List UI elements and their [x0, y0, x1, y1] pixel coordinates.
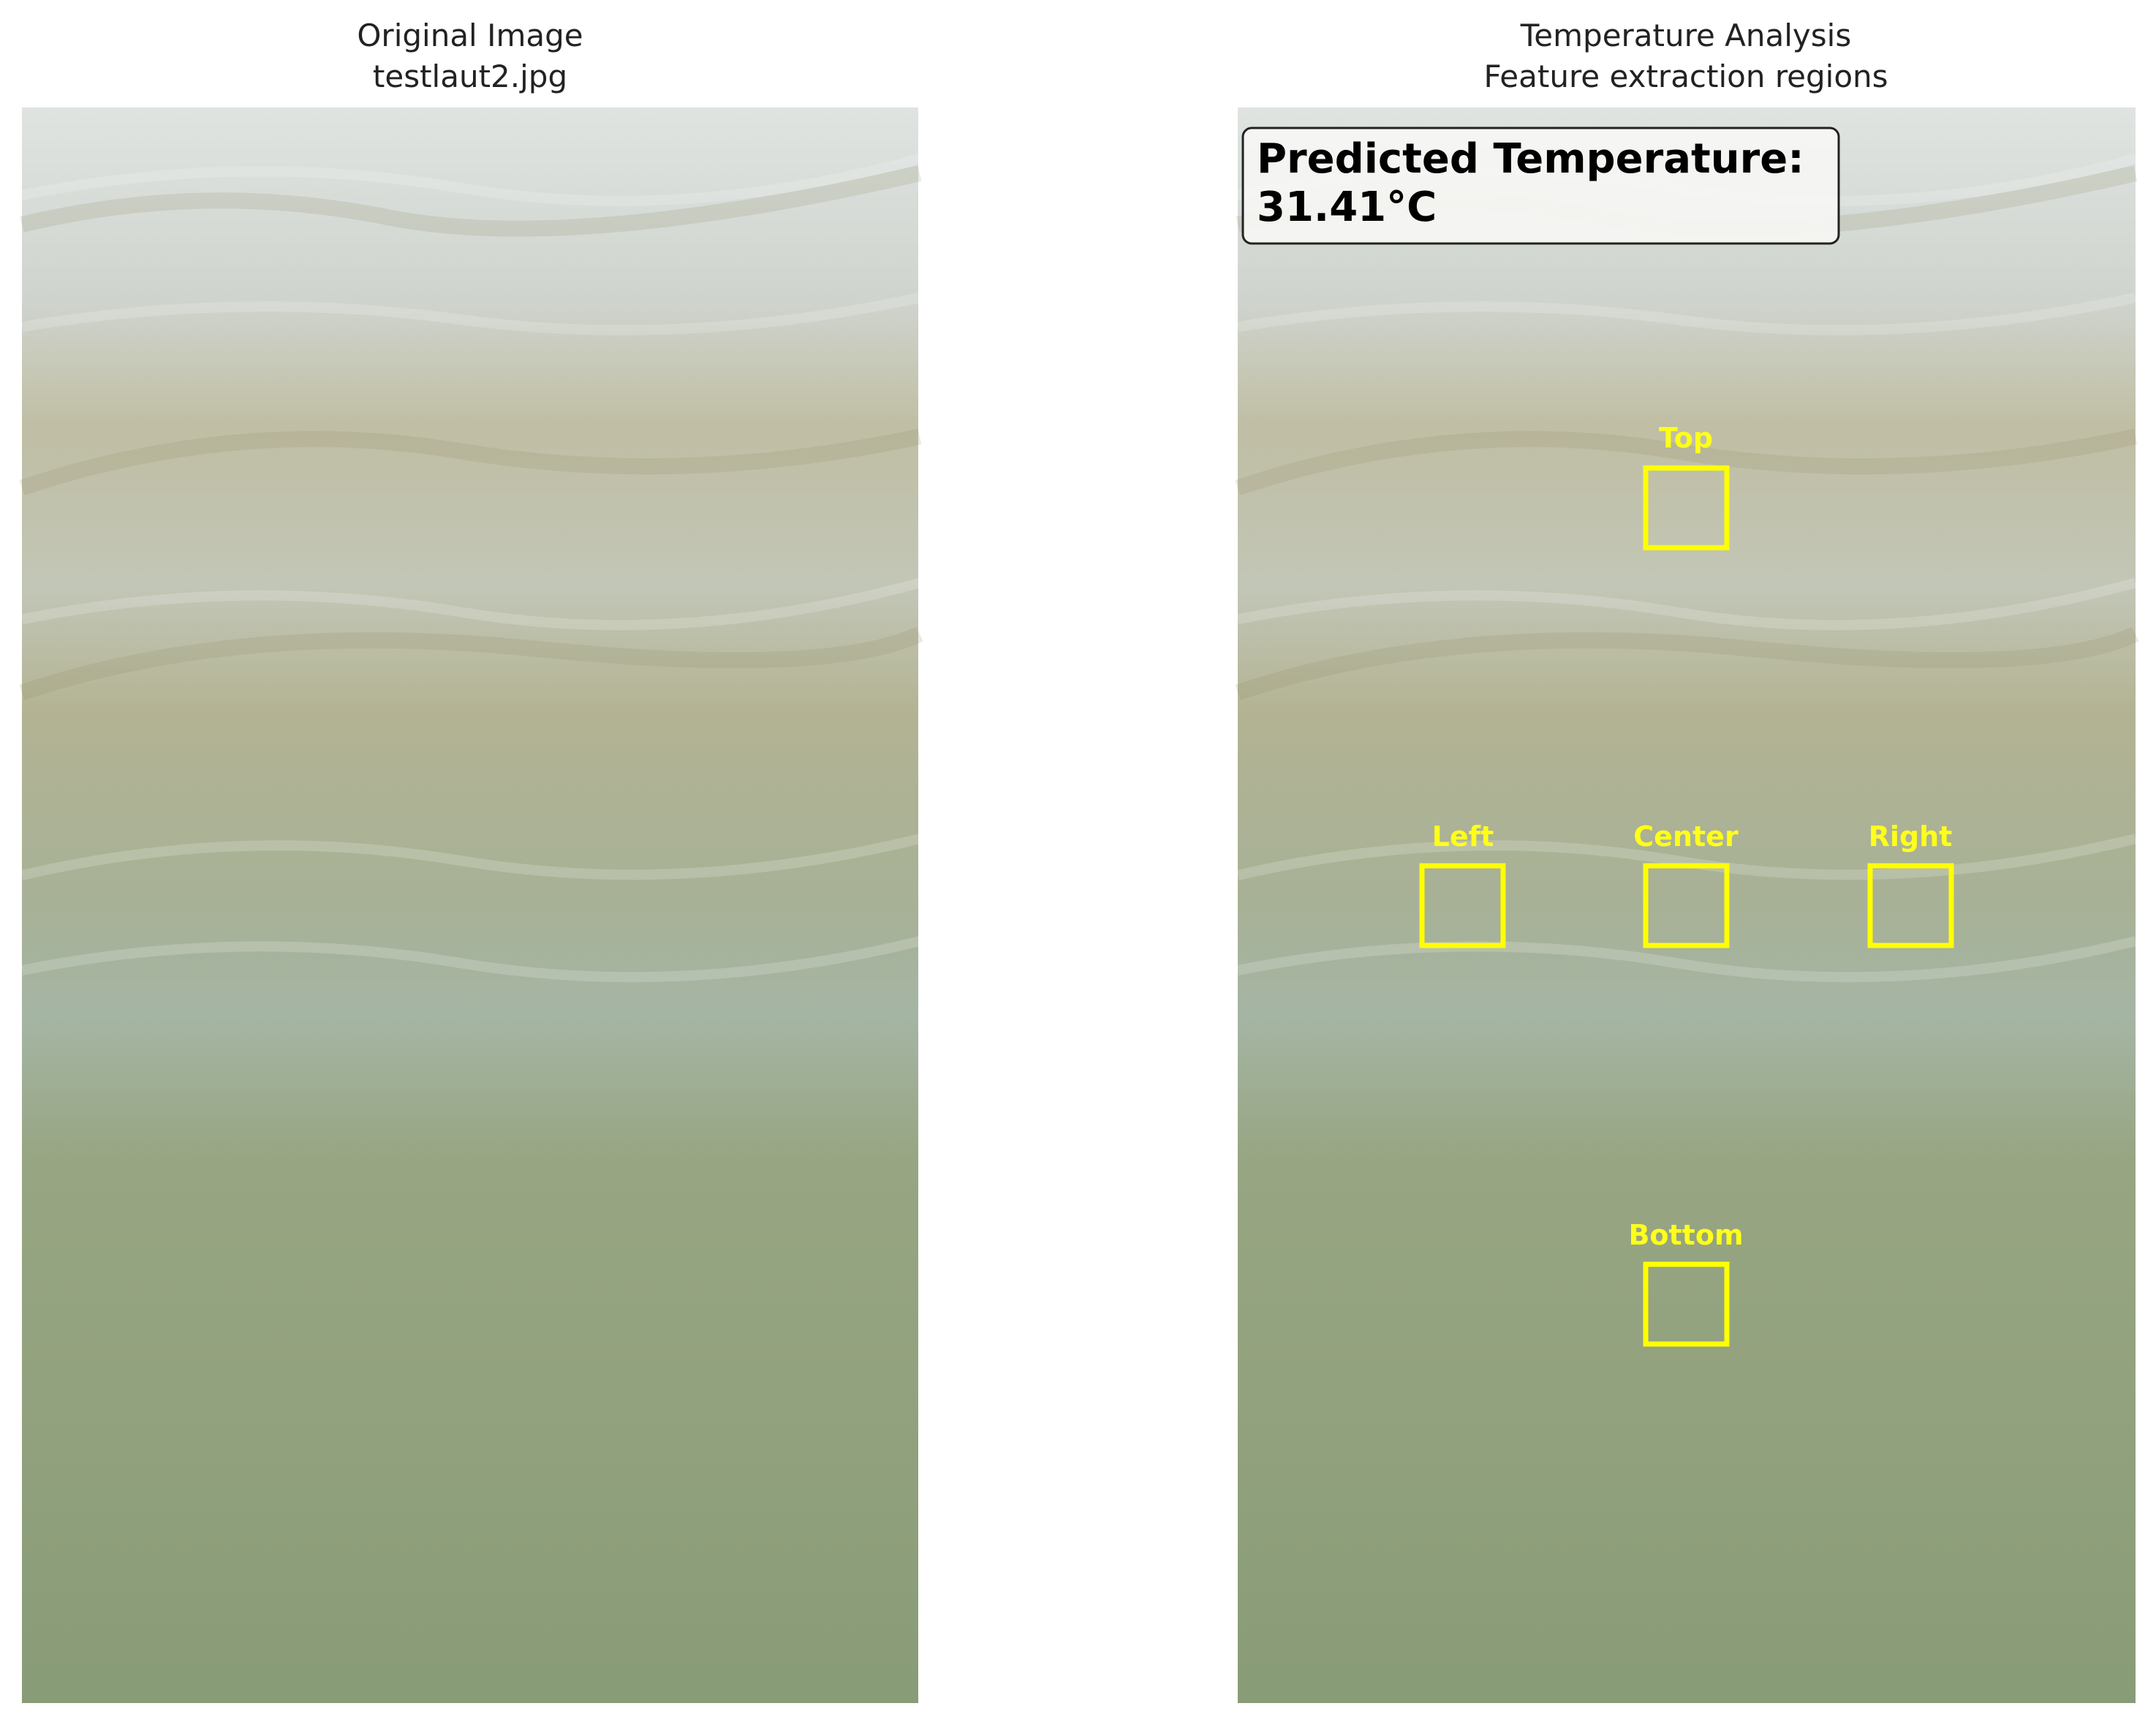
region-label: Left: [1432, 820, 1494, 853]
prediction-box: [1241, 127, 1840, 245]
panel-subtitle: Feature extraction regions: [1483, 58, 1888, 94]
prediction-value: 31.41°C: [1257, 184, 1437, 231]
region-label: Top: [1659, 422, 1713, 454]
region-label: Bottom: [1628, 1219, 1743, 1251]
region-box: [1643, 863, 1730, 948]
panel-title: Temperature Analysis: [1520, 18, 1851, 53]
prediction-label: Predicted Temperature:: [1257, 135, 1804, 183]
region-label: Center: [1633, 820, 1739, 853]
region-box: [1643, 465, 1730, 551]
panel-subtitle: testlaut2.jpg: [373, 58, 567, 94]
water-image: [1238, 107, 2136, 1703]
region-box: [1643, 1261, 1730, 1347]
region-box: [1867, 863, 1954, 948]
panel-title: Original Image: [357, 18, 583, 53]
water-image: [22, 107, 920, 1703]
region-box: [1419, 863, 1506, 948]
region-label: Right: [1869, 820, 1953, 853]
